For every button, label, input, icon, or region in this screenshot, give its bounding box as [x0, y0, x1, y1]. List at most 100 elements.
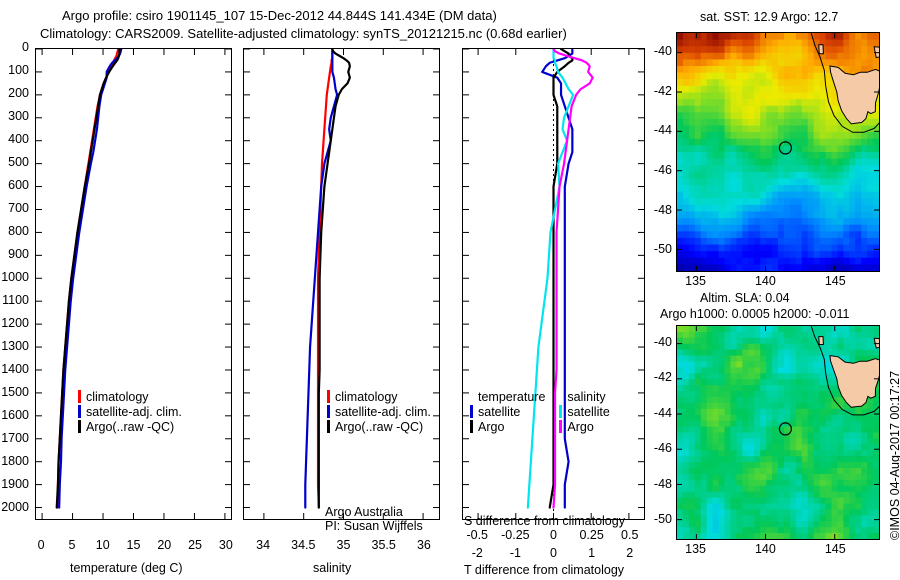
axis-tick-label: 2	[626, 546, 634, 560]
sst-map-title: sat. SST: 12.9 Argo: 12.7	[700, 10, 839, 24]
axis-tick-label: 34.5	[291, 538, 316, 552]
legend-color-swatch	[470, 405, 473, 418]
legend-color-swatch	[78, 405, 81, 418]
axis-tick-label: 1	[588, 546, 596, 560]
depth-tick-label: 300	[8, 109, 29, 124]
temperature-xtick-labels: 0 5 10 15 20 25 30	[35, 538, 233, 554]
temperature-axis-label: temperature (deg C)	[70, 561, 183, 575]
lon-tick-label: 135	[685, 542, 706, 556]
depth-tick-label: 700	[8, 201, 29, 216]
depth-tick-label: 500	[8, 155, 29, 170]
sla-map	[676, 325, 880, 540]
axis-tick-label: -1	[509, 546, 521, 560]
axis-tick-label: 35.5	[371, 538, 396, 552]
sla-lon-tick-labels: 135 140 145	[676, 542, 880, 557]
temperature-plot-area	[36, 49, 231, 519]
legend-color-swatch	[470, 420, 473, 433]
difference-profile-panel	[462, 48, 645, 520]
lat-tick-label: -40	[653, 43, 672, 58]
axis-tick-label: 10	[95, 538, 110, 552]
legend-color-swatch	[327, 420, 330, 433]
depth-tick-label: 100	[8, 63, 29, 78]
depth-tick-label: 1800	[1, 454, 29, 469]
sla-lat-tick-labels: -40 -42 -44 -46 -48 -50	[640, 325, 674, 540]
lat-tick-label: -48	[653, 476, 672, 491]
axis-tick-label: 15	[126, 538, 141, 552]
legend-item: Argo	[559, 420, 609, 435]
axis-tick-label: 0	[550, 546, 557, 560]
legend-group-title: temperature	[478, 390, 546, 404]
depth-tick-label: 200	[8, 86, 29, 101]
imos-credit: ©IMOS 04-Aug-2017 00:17:27	[888, 370, 900, 540]
agency-label: Argo Australia	[325, 505, 403, 519]
page-title-line1: Argo profile: csiro 1901145_107 15-Dec-2…	[62, 8, 497, 23]
axis-tick-label: -0.25	[501, 528, 530, 542]
lon-tick-label: 140	[754, 274, 776, 288]
s-difference-axis-label: S difference from climatology	[464, 514, 625, 528]
t-difference-axis-label: T difference from climatology	[464, 563, 625, 577]
legend-item: Argo(..raw -QC)	[327, 420, 431, 435]
legend-label: climatology	[86, 390, 149, 404]
lat-tick-label: -44	[653, 123, 672, 138]
sla-map-title-line2: Argo h1000: 0.0005 h2000: -0.011	[660, 307, 850, 321]
depth-tick-label: 1400	[1, 362, 29, 377]
difference-legend: temperature satellite Argo salinity satellit…	[470, 390, 640, 435]
depth-tick-label: 1700	[1, 431, 29, 446]
page-title-line2: Climatology: CARS2009. Satellite-adjuste…	[40, 26, 567, 41]
legend-group: temperature satellite Argo	[470, 390, 545, 435]
legend-item: satellite	[559, 405, 610, 420]
legend-item: climatology	[327, 390, 431, 405]
legend-label: climatology	[335, 390, 398, 404]
lat-tick-label: -46	[653, 441, 672, 456]
s-difference-tick-labels: -0.5 -0.25 0 0.25 0.5	[462, 528, 645, 543]
lat-tick-label: -46	[653, 162, 672, 177]
legend-item: satellite	[470, 405, 545, 420]
depth-tick-label: 600	[8, 178, 29, 193]
axis-tick-label: 0	[37, 538, 45, 552]
legend-label: satellite	[567, 405, 610, 419]
sst-lat-tick-labels: -40 -42 -44 -46 -48 -50	[640, 32, 674, 272]
lon-tick-label: 135	[685, 274, 706, 288]
sla-map-canvas	[677, 326, 879, 539]
axis-tick-label: 35	[336, 538, 351, 552]
legend-color-swatch	[327, 390, 330, 403]
lat-tick-label: -48	[653, 202, 672, 217]
t-difference-tick-labels: -2 -1 0 1 2	[462, 546, 645, 561]
salinity-axis-label: salinity	[313, 561, 352, 575]
legend-label: satellite-adj. clim.	[86, 405, 182, 419]
depth-tick-label: 400	[8, 132, 29, 147]
difference-plot-area	[463, 49, 644, 519]
pi-label: PI: Susan Wijffels	[325, 519, 423, 533]
depth-tick-label: 1200	[1, 316, 29, 331]
legend-label: satellite-adj. clim.	[335, 405, 431, 419]
depth-tick-label: 800	[8, 224, 29, 239]
temperature-legend: climatology satellite-adj. clim. Argo(..ra…	[78, 390, 182, 435]
legend-color-swatch	[559, 420, 563, 433]
salinity-legend: climatology satellite-adj. clim. Argo(..ra…	[327, 390, 431, 435]
legend-label: Argo	[567, 420, 594, 434]
legend-group: salinity satellite Argo	[559, 390, 610, 435]
sst-map	[676, 32, 880, 272]
legend-item: Argo(..raw -QC)	[78, 420, 182, 435]
legend-label: Argo(..raw -QC)	[335, 420, 424, 434]
axis-tick-label: -2	[471, 546, 483, 560]
salinity-xtick-labels: 34 34.5 35 35.5 36	[243, 538, 440, 554]
depth-tick-label: 900	[8, 247, 29, 262]
lon-tick-label: 140	[754, 542, 776, 556]
lon-tick-label: 145	[824, 274, 846, 288]
depth-tick-label: 1600	[1, 408, 29, 423]
salinity-plot-area	[244, 49, 439, 519]
legend-item: satellite-adj. clim.	[327, 405, 431, 420]
depth-tick-label: 1100	[2, 293, 29, 308]
lat-tick-label: -42	[653, 83, 672, 98]
lat-tick-label: -50	[653, 242, 672, 257]
axis-tick-label: 30	[218, 538, 233, 552]
legend-color-swatch	[327, 405, 330, 418]
legend-item: Argo	[470, 420, 545, 435]
sla-map-title-line1: Altim. SLA: 0.04	[700, 291, 790, 305]
legend-label: Argo(..raw -QC)	[86, 420, 175, 434]
depth-tick-label: 2000	[1, 500, 29, 515]
axis-tick-label: 20	[157, 538, 172, 552]
axis-tick-label: 34	[256, 538, 271, 552]
legend-group-title: salinity	[567, 390, 606, 404]
